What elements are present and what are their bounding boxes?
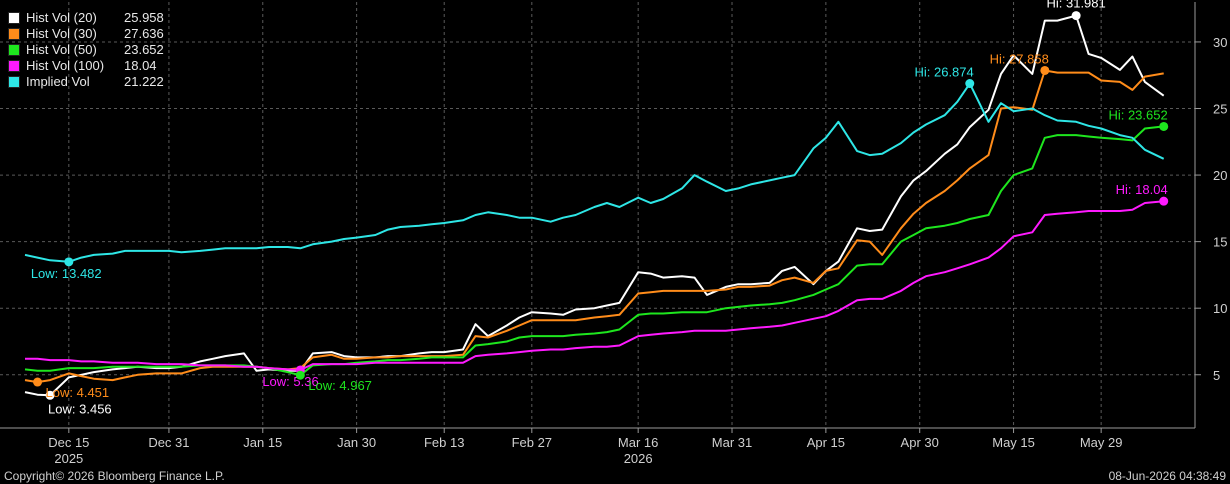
y-tick-label: 10 [1213,301,1227,316]
x-tick-label: Feb 13 [424,435,464,450]
legend-value: 18.04 [124,58,157,73]
x-tick-label: Feb 27 [512,435,552,450]
y-tick-label: 15 [1213,235,1227,250]
x-tick-label: May 29 [1080,435,1123,450]
extreme-marker-dot [295,370,305,380]
x-year-label: 2025 [54,451,83,466]
legend-value: 21.222 [124,74,164,89]
y-tick-label: 20 [1213,168,1227,183]
x-tick-label: Dec 15 [48,435,89,450]
series-lines [24,14,1165,397]
extreme-marker-label: Low: 4.967 [308,378,372,393]
extreme-marker-label: Hi: 31.981 [1046,0,1105,11]
y-tick-label: 30 [1213,35,1227,50]
legend-label: Hist Vol (50) [26,42,97,57]
series-line-hist-vol-30 [24,69,1164,384]
extreme-marker-dot [1040,65,1050,75]
x-year-label: 2026 [624,451,653,466]
y-tick-label: 25 [1213,102,1227,117]
x-tick-label: Mar 16 [618,435,658,450]
x-tick-label: Dec 31 [148,435,189,450]
x-tick-label: Jan 15 [243,435,282,450]
extreme-marker-label: Low: 3.456 [48,401,112,416]
legend-swatch [8,12,20,24]
legend-item: Hist Vol (100) 18.04 [8,58,164,74]
legend-item: Hist Vol (50) 23.652 [8,42,164,58]
timestamp-text: 08-Jun-2026 04:38:49 [1108,469,1226,483]
x-tick-label: Apr 15 [807,435,845,450]
legend-swatch [8,60,20,72]
legend-label: Implied Vol [26,74,90,89]
extreme-marker-dot [1159,121,1169,131]
legend-swatch [8,76,20,88]
extreme-marker-label: Low: 4.451 [46,385,110,400]
x-tick-label: Jan 30 [337,435,376,450]
extreme-marker-dot [33,377,43,387]
extreme-marker-label: Low: 5.36 [262,374,318,389]
extreme-marker-dot [1071,11,1081,21]
extreme-marker-label: Hi: 27.858 [990,51,1049,66]
series-line-hist-vol-100 [25,200,1164,371]
series-line-implied-vol [24,82,1165,263]
legend-label: Hist Vol (100) [26,58,105,73]
y-tick-label: 5 [1213,368,1220,383]
legend-swatch [8,44,20,56]
legend-value: 25.958 [124,10,164,25]
extreme-marker-dot [45,390,55,400]
x-tick-label: Mar 31 [712,435,752,450]
legend-value: 23.652 [124,42,164,57]
legend-label: Hist Vol (30) [26,26,97,41]
legend-value: 27.636 [124,26,164,41]
extreme-marker-label: Hi: 23.652 [1108,107,1167,122]
extreme-marker-dot [965,79,975,89]
legend-item: Hist Vol (30) 27.636 [8,26,164,42]
extreme-marker-label: Hi: 18.04 [1116,182,1168,197]
legend-item: Hist Vol (20) 25.958 [8,10,164,26]
extreme-marker-dot [1159,196,1169,206]
legend-label: Hist Vol (20) [26,10,97,25]
copyright-text: Copyright© 2026 Bloomberg Finance L.P. [4,469,225,483]
x-tick-label: Apr 30 [901,435,939,450]
legend: Hist Vol (20) 25.958 Hist Vol (30) 27.63… [8,10,164,90]
legend-swatch [8,28,20,40]
extreme-marker-label: Low: 13.482 [31,266,102,281]
extreme-marker-dot [64,257,74,267]
x-tick-label: May 15 [992,435,1035,450]
series-line-hist-vol-20 [24,14,1165,397]
legend-item: Implied Vol 21.222 [8,74,164,90]
extreme-marker-label: Hi: 26.874 [914,65,973,80]
